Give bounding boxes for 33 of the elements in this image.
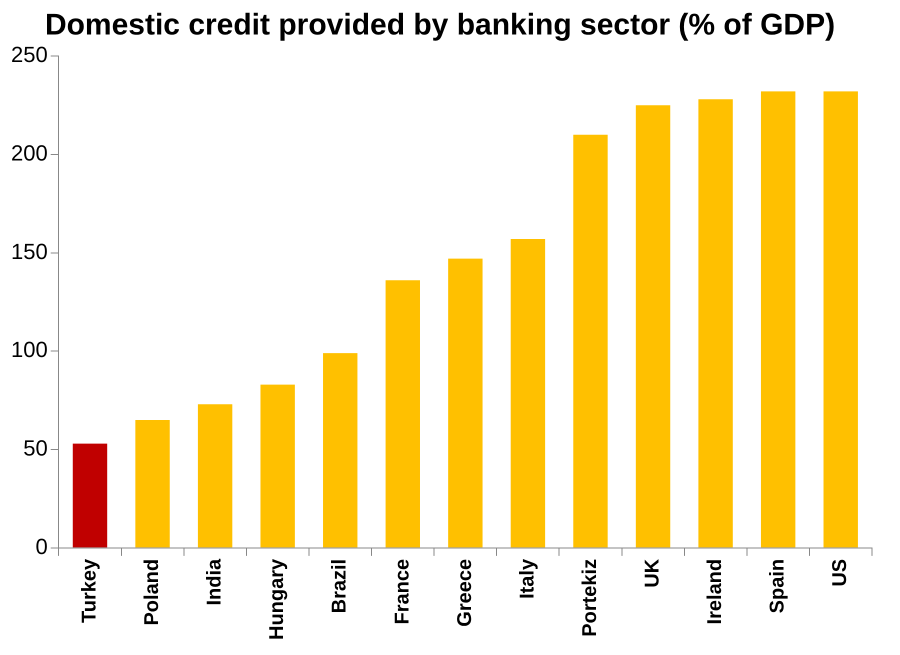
bar (72, 444, 108, 548)
bar (636, 105, 670, 548)
x-tick-label: Hungary (266, 558, 288, 640)
y-tick-label: 0 (35, 534, 48, 559)
x-tick-label: Greece (454, 558, 476, 627)
x-tick-label: Turkey (78, 558, 100, 623)
bar (573, 134, 608, 548)
bar (198, 404, 232, 548)
bar (824, 91, 858, 548)
bar (260, 384, 295, 548)
bar (323, 353, 358, 548)
x-tick-label: Ireland (704, 558, 726, 624)
x-tick-label: Italy (516, 558, 538, 599)
x-tick-label: Brazil (328, 558, 351, 614)
x-tick-label: UK (642, 558, 664, 588)
x-tick-label: Poland (141, 558, 164, 626)
bar (135, 420, 170, 548)
y-tick-label: 200 (10, 140, 48, 166)
y-tick-label: 100 (10, 337, 48, 362)
y-tick-label: 50 (23, 436, 48, 461)
bar (386, 280, 420, 548)
x-tick-label: US (829, 558, 852, 587)
bar (760, 91, 796, 548)
x-tick-label: India (204, 558, 226, 606)
bar (448, 258, 483, 548)
x-tick-label: Portekiz (578, 558, 601, 637)
chart-title: Domestic credit provided by banking sector (% of GDP) (44, 8, 836, 42)
x-tick-label: France (391, 558, 414, 624)
y-tick-label: 150 (10, 238, 48, 264)
x-tick-label: Spain (766, 558, 789, 614)
bar (698, 99, 733, 548)
bar (510, 238, 546, 548)
y-tick-label: 250 (10, 42, 48, 68)
